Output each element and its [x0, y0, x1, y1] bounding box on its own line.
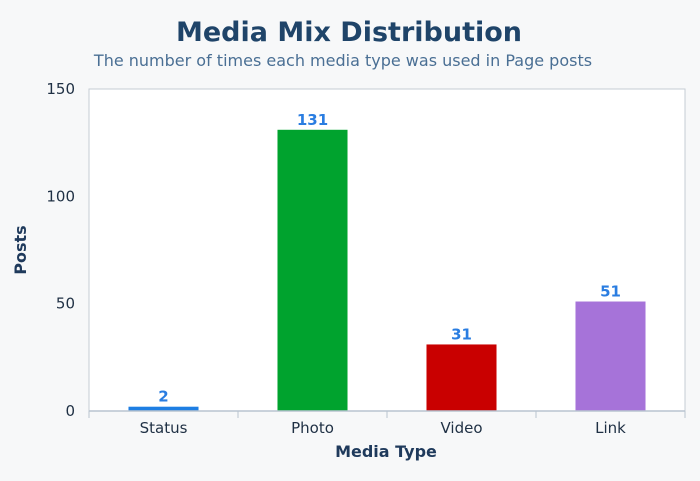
bar-photo — [277, 129, 348, 411]
bar-link — [575, 301, 646, 411]
chart-title: Media Mix Distribution — [176, 17, 522, 48]
y-tick-label-0: 0 — [65, 402, 75, 420]
x-tick-label-link: Link — [595, 419, 626, 437]
y-axis-ticks: 0 50 100 150 — [46, 80, 75, 420]
y-tick-label-150: 150 — [46, 80, 75, 98]
bars-group — [128, 129, 646, 411]
data-labels-group: 2 131 31 51 — [158, 111, 621, 406]
chart-subtitle: The number of times each media type was … — [93, 51, 592, 70]
x-axis-ticks: Status Photo Video Link — [88, 411, 686, 437]
x-tick-label-status: Status — [140, 419, 188, 437]
x-tick-label-video: Video — [440, 419, 482, 437]
y-tick-label-50: 50 — [56, 295, 75, 313]
y-tick-label-100: 100 — [46, 187, 75, 205]
data-label-photo: 131 — [297, 111, 328, 129]
x-tick-label-photo: Photo — [291, 419, 334, 437]
data-label-video: 31 — [451, 325, 472, 343]
x-axis-label: Media Type — [335, 442, 437, 461]
bar-video — [426, 344, 497, 411]
bar-status — [128, 406, 199, 411]
data-label-link: 51 — [600, 283, 621, 301]
y-axis-label: Posts — [11, 225, 30, 274]
data-label-status: 2 — [158, 388, 168, 406]
